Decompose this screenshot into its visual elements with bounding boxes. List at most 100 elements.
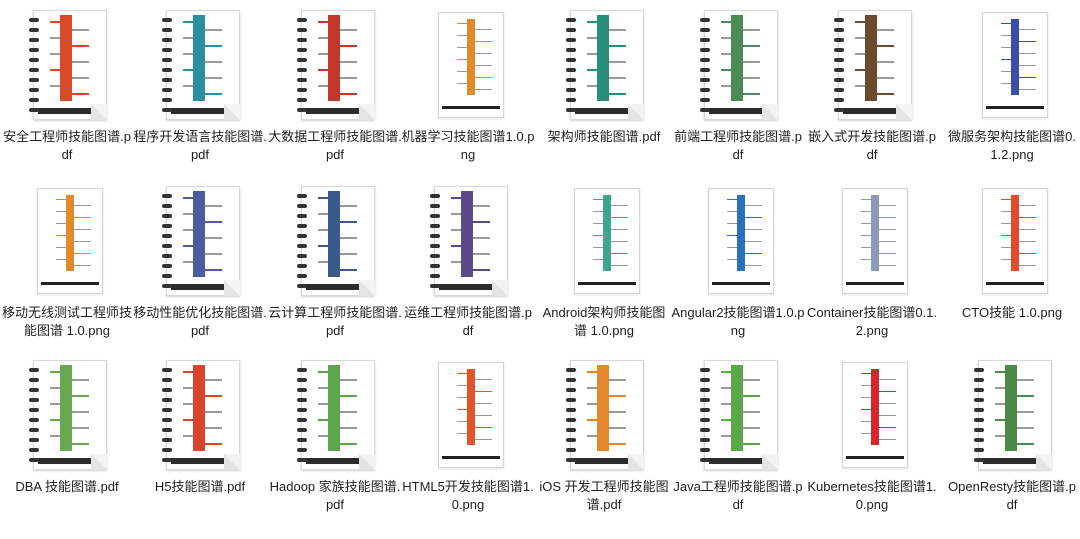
file-item[interactable]: Java工程师技能图谱.pdf (671, 350, 805, 520)
png-thumbnail[interactable] (964, 184, 1060, 300)
pdf-thumbnail[interactable] (690, 358, 786, 474)
pdf-thumbnail[interactable] (690, 8, 786, 124)
binder-ring-icon (700, 38, 710, 42)
map-branch (609, 77, 626, 79)
binder-ring-icon (162, 254, 172, 258)
file-item[interactable]: 架构师技能图谱.pdf (537, 0, 671, 170)
png-thumbnail[interactable] (19, 184, 115, 300)
map-branch (205, 427, 222, 429)
map-branch (183, 387, 193, 389)
binder-ring-icon (430, 264, 440, 268)
map-branch (879, 415, 896, 416)
pdf-thumbnail[interactable] (19, 8, 115, 124)
binder-ring-icon (974, 418, 984, 422)
binder-ring-icon (297, 398, 307, 402)
map-branch (475, 65, 492, 66)
file-name: 机器学习技能图谱1.0.png (401, 129, 535, 162)
map-branch (727, 211, 737, 212)
file-item[interactable]: 微服务架构技能图谱0.1.2.png (945, 0, 1079, 170)
file-name: 架构师技能图谱.pdf (547, 129, 661, 144)
png-thumbnail[interactable] (964, 8, 1060, 124)
file-item[interactable]: Hadoop 家族技能图谱.pdf (268, 350, 402, 520)
map-branch (340, 395, 357, 397)
map-branch (995, 435, 1005, 437)
map-branch (74, 253, 91, 254)
page-curl-icon (91, 104, 107, 120)
pdf-thumbnail[interactable] (19, 358, 115, 474)
file-item[interactable]: Kubernetes技能图谱1.0.png (805, 350, 939, 520)
map-branch (50, 69, 60, 71)
png-thumbnail[interactable] (690, 184, 786, 300)
map-branch (72, 45, 89, 47)
file-item[interactable]: 前端工程师技能图谱.pdf (671, 0, 805, 170)
png-thumbnail[interactable] (824, 358, 920, 474)
pdf-thumbnail[interactable] (556, 358, 652, 474)
pdf-thumbnail[interactable] (287, 8, 383, 124)
file-item[interactable]: CTO技能 1.0.png (945, 176, 1079, 346)
pdf-thumbnail[interactable] (287, 358, 383, 474)
map-branch (1017, 411, 1034, 413)
pdf-thumbnail[interactable] (152, 8, 248, 124)
pdf-thumbnail[interactable] (824, 8, 920, 124)
file-item[interactable]: OpenResty技能图谱.pdf (945, 350, 1079, 520)
file-item[interactable]: H5技能图谱.pdf (133, 350, 267, 520)
file-item[interactable]: Container技能图谱0.1.2.png (805, 176, 939, 346)
binder-ring-icon (700, 408, 710, 412)
page-curl-icon (762, 454, 778, 470)
pdf-thumbnail[interactable] (287, 184, 383, 300)
file-item[interactable]: 大数据工程师技能图谱.pdf (268, 0, 402, 170)
binder-ring-icon (29, 378, 39, 382)
map-branch (743, 29, 760, 31)
binder-ring-icon (700, 438, 710, 442)
map-branch (721, 403, 731, 405)
png-thumbnail[interactable] (556, 184, 652, 300)
pdf-thumbnail[interactable] (556, 8, 652, 124)
file-item[interactable]: 程序开发语言技能图谱.pdf (133, 0, 267, 170)
title-stripe (1005, 365, 1017, 451)
file-item[interactable]: iOS 开发工程师技能图谱.pdf (537, 350, 671, 520)
file-item[interactable]: 安全工程师技能图谱.pdf (0, 0, 134, 170)
file-item[interactable]: 云计算工程师技能图谱.pdf (268, 176, 402, 346)
map-branch (1019, 253, 1036, 254)
map-branch (74, 205, 91, 206)
map-branch (743, 61, 760, 63)
binder-ring-icon (162, 284, 172, 288)
map-branch (318, 387, 328, 389)
pdf-thumbnail[interactable] (964, 358, 1060, 474)
png-thumbnail[interactable] (420, 358, 516, 474)
map-branch (56, 247, 66, 248)
map-branch (183, 53, 193, 55)
png-thumbnail[interactable] (420, 8, 516, 124)
page-curl-icon (224, 280, 240, 296)
file-item[interactable]: DBA 技能图谱.pdf (0, 350, 134, 520)
map-branch (50, 21, 60, 23)
binder-ring-icon (297, 38, 307, 42)
file-item[interactable]: Android架构师技能图谱 1.0.png (537, 176, 671, 346)
binder-ring-icon (297, 224, 307, 228)
png-thumbnail[interactable] (824, 184, 920, 300)
map-branch (473, 221, 490, 223)
map-branch (183, 403, 193, 405)
map-branch (745, 253, 762, 254)
pdf-thumbnail[interactable] (152, 184, 248, 300)
file-item[interactable]: HTML5开发技能图谱1.0.png (401, 350, 535, 520)
page-preview (978, 360, 1052, 470)
pdf-thumbnail[interactable] (420, 184, 516, 300)
map-branch (609, 427, 626, 429)
file-item[interactable]: 机器学习技能图谱1.0.png (401, 0, 535, 170)
binder-ring-icon (566, 388, 576, 392)
pdf-thumbnail[interactable] (152, 358, 248, 474)
file-item[interactable]: 运维工程师技能图谱.pdf (401, 176, 535, 346)
map-branch (1019, 229, 1036, 230)
binder-ring-icon (162, 88, 172, 92)
file-item[interactable]: 移动无线测试工程师技能图谱 1.0.png (0, 176, 134, 346)
map-branch (72, 29, 89, 31)
map-branch (475, 439, 492, 440)
map-branch (861, 433, 871, 434)
binder-ring-icon (162, 234, 172, 238)
map-branch (72, 61, 89, 63)
map-branch (861, 421, 871, 422)
file-item[interactable]: 移动性能优化技能图谱.pdf (133, 176, 267, 346)
file-item[interactable]: Angular2技能图谱1.0.png (671, 176, 805, 346)
file-item[interactable]: 嵌入式开发技能图谱.pdf (805, 0, 939, 170)
